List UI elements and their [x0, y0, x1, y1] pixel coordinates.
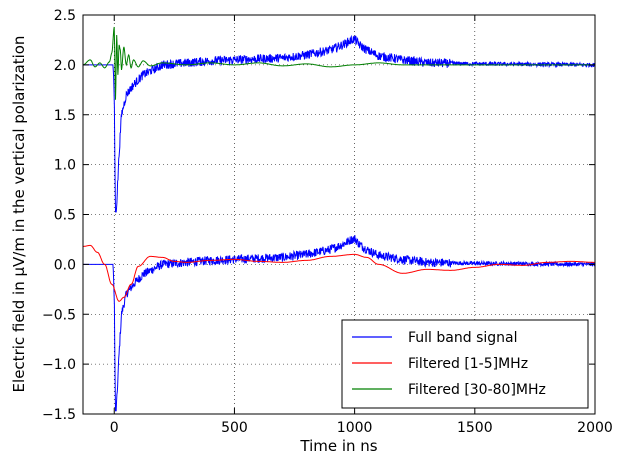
series-line-2 — [83, 34, 595, 213]
series-line-0 — [83, 235, 595, 412]
y-tick-label: 2.0 — [54, 58, 76, 74]
legend-label: Filtered [1-5]MHz — [408, 356, 528, 372]
x-tick-label: 1500 — [457, 420, 493, 436]
y-tick-label: 2.5 — [54, 8, 76, 24]
y-tick-label: 0.5 — [54, 208, 76, 224]
legend-box — [341, 319, 589, 409]
series-line-3 — [83, 26, 595, 100]
legend-label: Filtered [30-80]MHz — [408, 382, 546, 398]
y-tick-label: −1.5 — [42, 407, 76, 423]
x-tick-label: 0 — [110, 420, 119, 436]
legend: Full band signal Filtered [1-5]MHz Filtere… — [341, 319, 589, 409]
ticks: 0 500 1000 1500 2000 −1.5 −1.0 −0.5 0.0 0.5 1.0 1.5… — [42, 8, 613, 436]
series-layer — [83, 26, 595, 412]
x-tick-label: 1000 — [337, 420, 373, 436]
y-tick-label: 1.0 — [54, 158, 76, 174]
x-axis-label: Time in ns — [299, 437, 377, 455]
y-tick-label: 0.0 — [54, 257, 76, 273]
x-tick-label: 500 — [221, 420, 248, 436]
x-tick-label: 2000 — [577, 420, 613, 436]
y-tick-label: 1.5 — [54, 108, 76, 124]
y-tick-label: −0.5 — [42, 307, 76, 323]
y-tick-label: −1.0 — [42, 357, 76, 373]
series-line-1 — [83, 244, 595, 302]
y-axis-label: Electric field in µV/m in the vertical p… — [10, 36, 28, 393]
legend-label: Full band signal — [408, 330, 517, 346]
